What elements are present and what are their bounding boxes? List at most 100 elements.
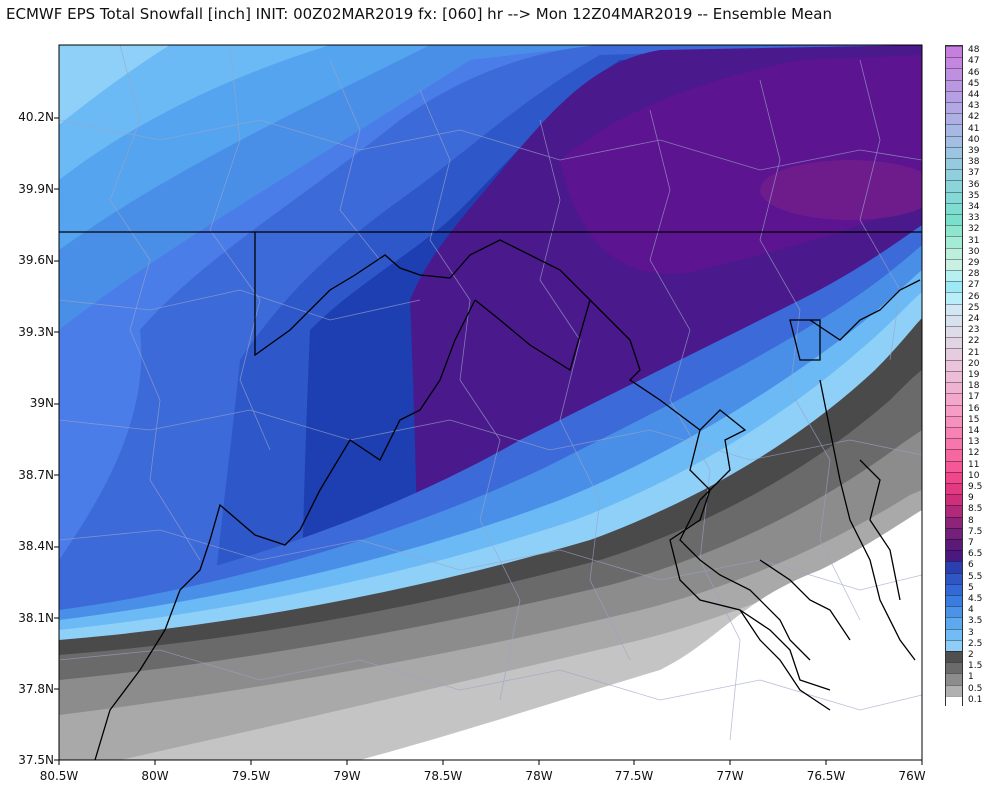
colorbar-swatch bbox=[946, 639, 962, 651]
snowfall-colorbar bbox=[945, 45, 963, 707]
colorbar-swatch bbox=[946, 348, 962, 360]
colorbar-swatch bbox=[946, 359, 962, 371]
colorbar-level-label: 8 bbox=[968, 515, 974, 526]
lon-label-78-5w: 78.5W bbox=[423, 769, 463, 783]
colorbar-level-label: 20 bbox=[968, 358, 980, 369]
colorbar-swatch bbox=[946, 538, 962, 551]
colorbar-swatch bbox=[946, 628, 962, 640]
colorbar-level-label: 2 bbox=[968, 650, 974, 661]
colorbar-level-label: 21 bbox=[968, 347, 980, 358]
colorbar-swatch bbox=[946, 673, 962, 685]
colorbar-level-label: 9.5 bbox=[968, 482, 983, 493]
colorbar-swatch bbox=[946, 695, 962, 707]
colorbar-swatch bbox=[946, 90, 962, 103]
colorbar-swatch bbox=[946, 135, 962, 147]
state-borders bbox=[59, 231, 922, 760]
colorbar-level-label: 1 bbox=[968, 672, 974, 683]
lat-label-38-4n: 38.4N bbox=[18, 539, 54, 553]
colorbar-swatch bbox=[946, 527, 962, 539]
colorbar-level-label: 30 bbox=[968, 246, 980, 257]
lat-label-39-9n: 39.9N bbox=[18, 182, 54, 196]
colorbar-level-label: 3 bbox=[968, 627, 974, 638]
colorbar-level-label: 31 bbox=[968, 235, 980, 246]
colorbar-level-label: 27 bbox=[968, 280, 980, 291]
colorbar-swatch bbox=[946, 46, 962, 58]
lat-label-38-1n: 38.1N bbox=[18, 611, 54, 625]
colorbar-swatch bbox=[946, 57, 962, 69]
colorbar-swatch bbox=[946, 572, 962, 584]
colorbar-level-label: 19 bbox=[968, 370, 980, 380]
colorbar-level-label: 2.5 bbox=[968, 638, 983, 649]
colorbar-level-label: 24 bbox=[968, 313, 980, 324]
colorbar-swatch bbox=[946, 236, 962, 248]
colorbar-level-label: 4 bbox=[968, 605, 974, 616]
colorbar-swatch bbox=[946, 561, 962, 573]
colorbar-swatch bbox=[946, 583, 962, 595]
colorbar-swatch bbox=[946, 370, 962, 383]
lon-label-80w: 80W bbox=[141, 769, 169, 783]
colorbar-swatch bbox=[946, 606, 962, 618]
colorbar-swatch bbox=[946, 516, 962, 528]
colorbar-level-label: 1.5 bbox=[968, 661, 983, 672]
colorbar-level-label: 47 bbox=[968, 56, 980, 67]
colorbar-level-label: 15 bbox=[968, 414, 980, 425]
colorbar-level-label: 33 bbox=[968, 213, 980, 224]
colorbar-level-label: 9 bbox=[968, 493, 974, 504]
colorbar-level-label: 14 bbox=[968, 426, 980, 437]
colorbar-level-label: 48 bbox=[968, 45, 980, 56]
colorbar-level-label: 42 bbox=[968, 112, 980, 123]
colorbar-swatch bbox=[946, 393, 962, 405]
colorbar-swatch bbox=[946, 337, 962, 349]
colorbar-swatch bbox=[946, 314, 962, 327]
colorbar-swatch bbox=[946, 68, 962, 80]
colorbar-level-label: 17 bbox=[968, 392, 980, 403]
map-frame bbox=[58, 44, 923, 761]
colorbar-level-label: 6 bbox=[968, 560, 974, 571]
colorbar-level-label: 23 bbox=[968, 325, 980, 336]
colorbar-swatch bbox=[946, 438, 962, 450]
colorbar-swatch bbox=[946, 415, 962, 427]
colorbar-level-label: 3.5 bbox=[968, 616, 983, 627]
colorbar-level-label: 46 bbox=[968, 67, 980, 78]
colorbar-level-label: 39 bbox=[968, 145, 980, 156]
colorbar-swatch bbox=[946, 505, 962, 517]
colorbar-level-label: 35 bbox=[968, 190, 980, 201]
colorbar-swatch bbox=[946, 158, 962, 170]
colorbar-level-label: 0.1 bbox=[968, 694, 983, 705]
colorbar-swatch bbox=[946, 460, 962, 472]
county-lines bbox=[59, 45, 922, 741]
lat-label-37-8n: 37.8N bbox=[18, 682, 54, 696]
colorbar-swatch bbox=[946, 303, 962, 315]
colorbar-level-label: 28 bbox=[968, 269, 980, 280]
colorbar-swatch bbox=[946, 258, 962, 271]
colorbar-level-label: 36 bbox=[968, 179, 980, 190]
snowfall-fill-layer bbox=[59, 45, 922, 760]
colorbar-swatch bbox=[946, 270, 962, 282]
colorbar-swatch bbox=[946, 449, 962, 461]
colorbar-swatch bbox=[946, 169, 962, 181]
colorbar-swatch bbox=[946, 113, 962, 125]
map-title: ECMWF EPS Total Snowfall [inch] INIT: 00… bbox=[6, 5, 832, 23]
colorbar-level-label: 12 bbox=[968, 448, 980, 459]
colorbar-swatch bbox=[946, 79, 962, 91]
colorbar-swatch bbox=[946, 102, 962, 114]
colorbar-swatch bbox=[946, 202, 962, 215]
colorbar-swatch bbox=[946, 550, 962, 562]
colorbar-swatch bbox=[946, 471, 962, 483]
lon-label-79w: 79W bbox=[333, 769, 361, 783]
colorbar-swatch bbox=[946, 382, 962, 394]
colorbar-level-label: 43 bbox=[968, 101, 980, 112]
colorbar-level-label: 18 bbox=[968, 381, 980, 392]
colorbar-level-label: 45 bbox=[968, 78, 980, 89]
colorbar-level-label: 32 bbox=[968, 224, 980, 235]
colorbar-level-label: 7.5 bbox=[968, 526, 983, 537]
lat-label-39-6n: 39.6N bbox=[18, 253, 54, 267]
colorbar-level-label: 22 bbox=[968, 336, 980, 347]
colorbar-swatch bbox=[946, 482, 962, 495]
colorbar-swatch bbox=[946, 180, 962, 192]
lon-label-76-5w: 76.5W bbox=[806, 769, 846, 783]
colorbar-swatch bbox=[946, 191, 962, 203]
colorbar-swatch bbox=[946, 594, 962, 607]
colorbar-swatch bbox=[946, 426, 962, 439]
